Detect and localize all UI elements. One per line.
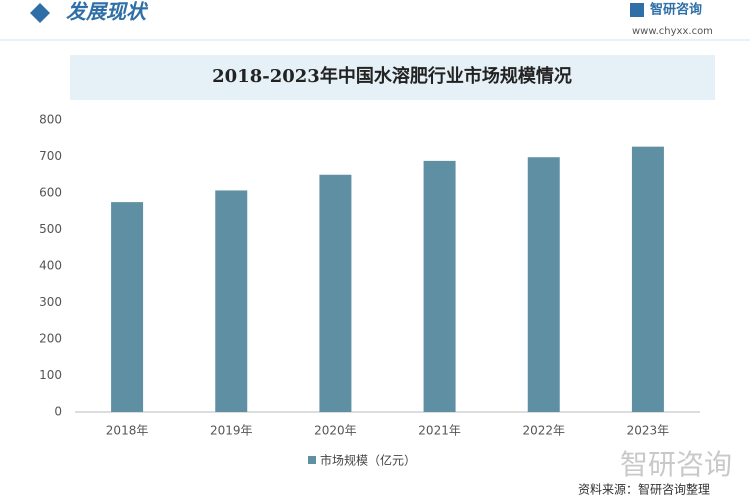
legend-swatch bbox=[308, 456, 316, 464]
bar bbox=[423, 160, 456, 412]
y-tick-label: 100 bbox=[39, 368, 62, 382]
y-tick-label: 800 bbox=[39, 113, 62, 127]
x-tick-label: 2020年 bbox=[314, 424, 357, 438]
y-tick-label: 300 bbox=[39, 295, 62, 309]
bar bbox=[631, 146, 664, 412]
y-tick-label: 500 bbox=[39, 222, 62, 236]
x-tick-label: 2022年 bbox=[522, 424, 565, 438]
legend-label: 市场规模（亿元） bbox=[320, 453, 416, 468]
y-tick-label: 700 bbox=[39, 149, 62, 163]
watermark-logo: 智研咨询 bbox=[620, 448, 732, 481]
x-tick-label: 2023年 bbox=[627, 424, 670, 438]
url: www.chyxx.com bbox=[632, 26, 713, 37]
bar bbox=[215, 190, 248, 412]
title-box bbox=[70, 55, 715, 100]
source: 资料来源：智研咨询整理 bbox=[578, 482, 710, 497]
y-tick-label: 0 bbox=[54, 405, 62, 419]
bar bbox=[527, 157, 560, 412]
x-tick-label: 2019年 bbox=[210, 424, 253, 438]
x-tick-label: 2018年 bbox=[106, 424, 149, 438]
y-tick-label: 600 bbox=[39, 186, 62, 200]
bar bbox=[319, 174, 352, 412]
header-title: 发展现状 bbox=[66, 0, 149, 24]
y-tick-label: 400 bbox=[39, 259, 62, 273]
y-tick-label: 200 bbox=[39, 332, 62, 346]
header-icon bbox=[30, 3, 50, 23]
logo: 智研咨询 bbox=[650, 2, 702, 18]
x-tick-label: 2021年 bbox=[418, 424, 461, 438]
chart-title: 2018-2023年中国水溶肥行业市场规模情况 bbox=[212, 65, 572, 87]
logo-icon bbox=[630, 3, 644, 17]
bar bbox=[111, 202, 144, 412]
